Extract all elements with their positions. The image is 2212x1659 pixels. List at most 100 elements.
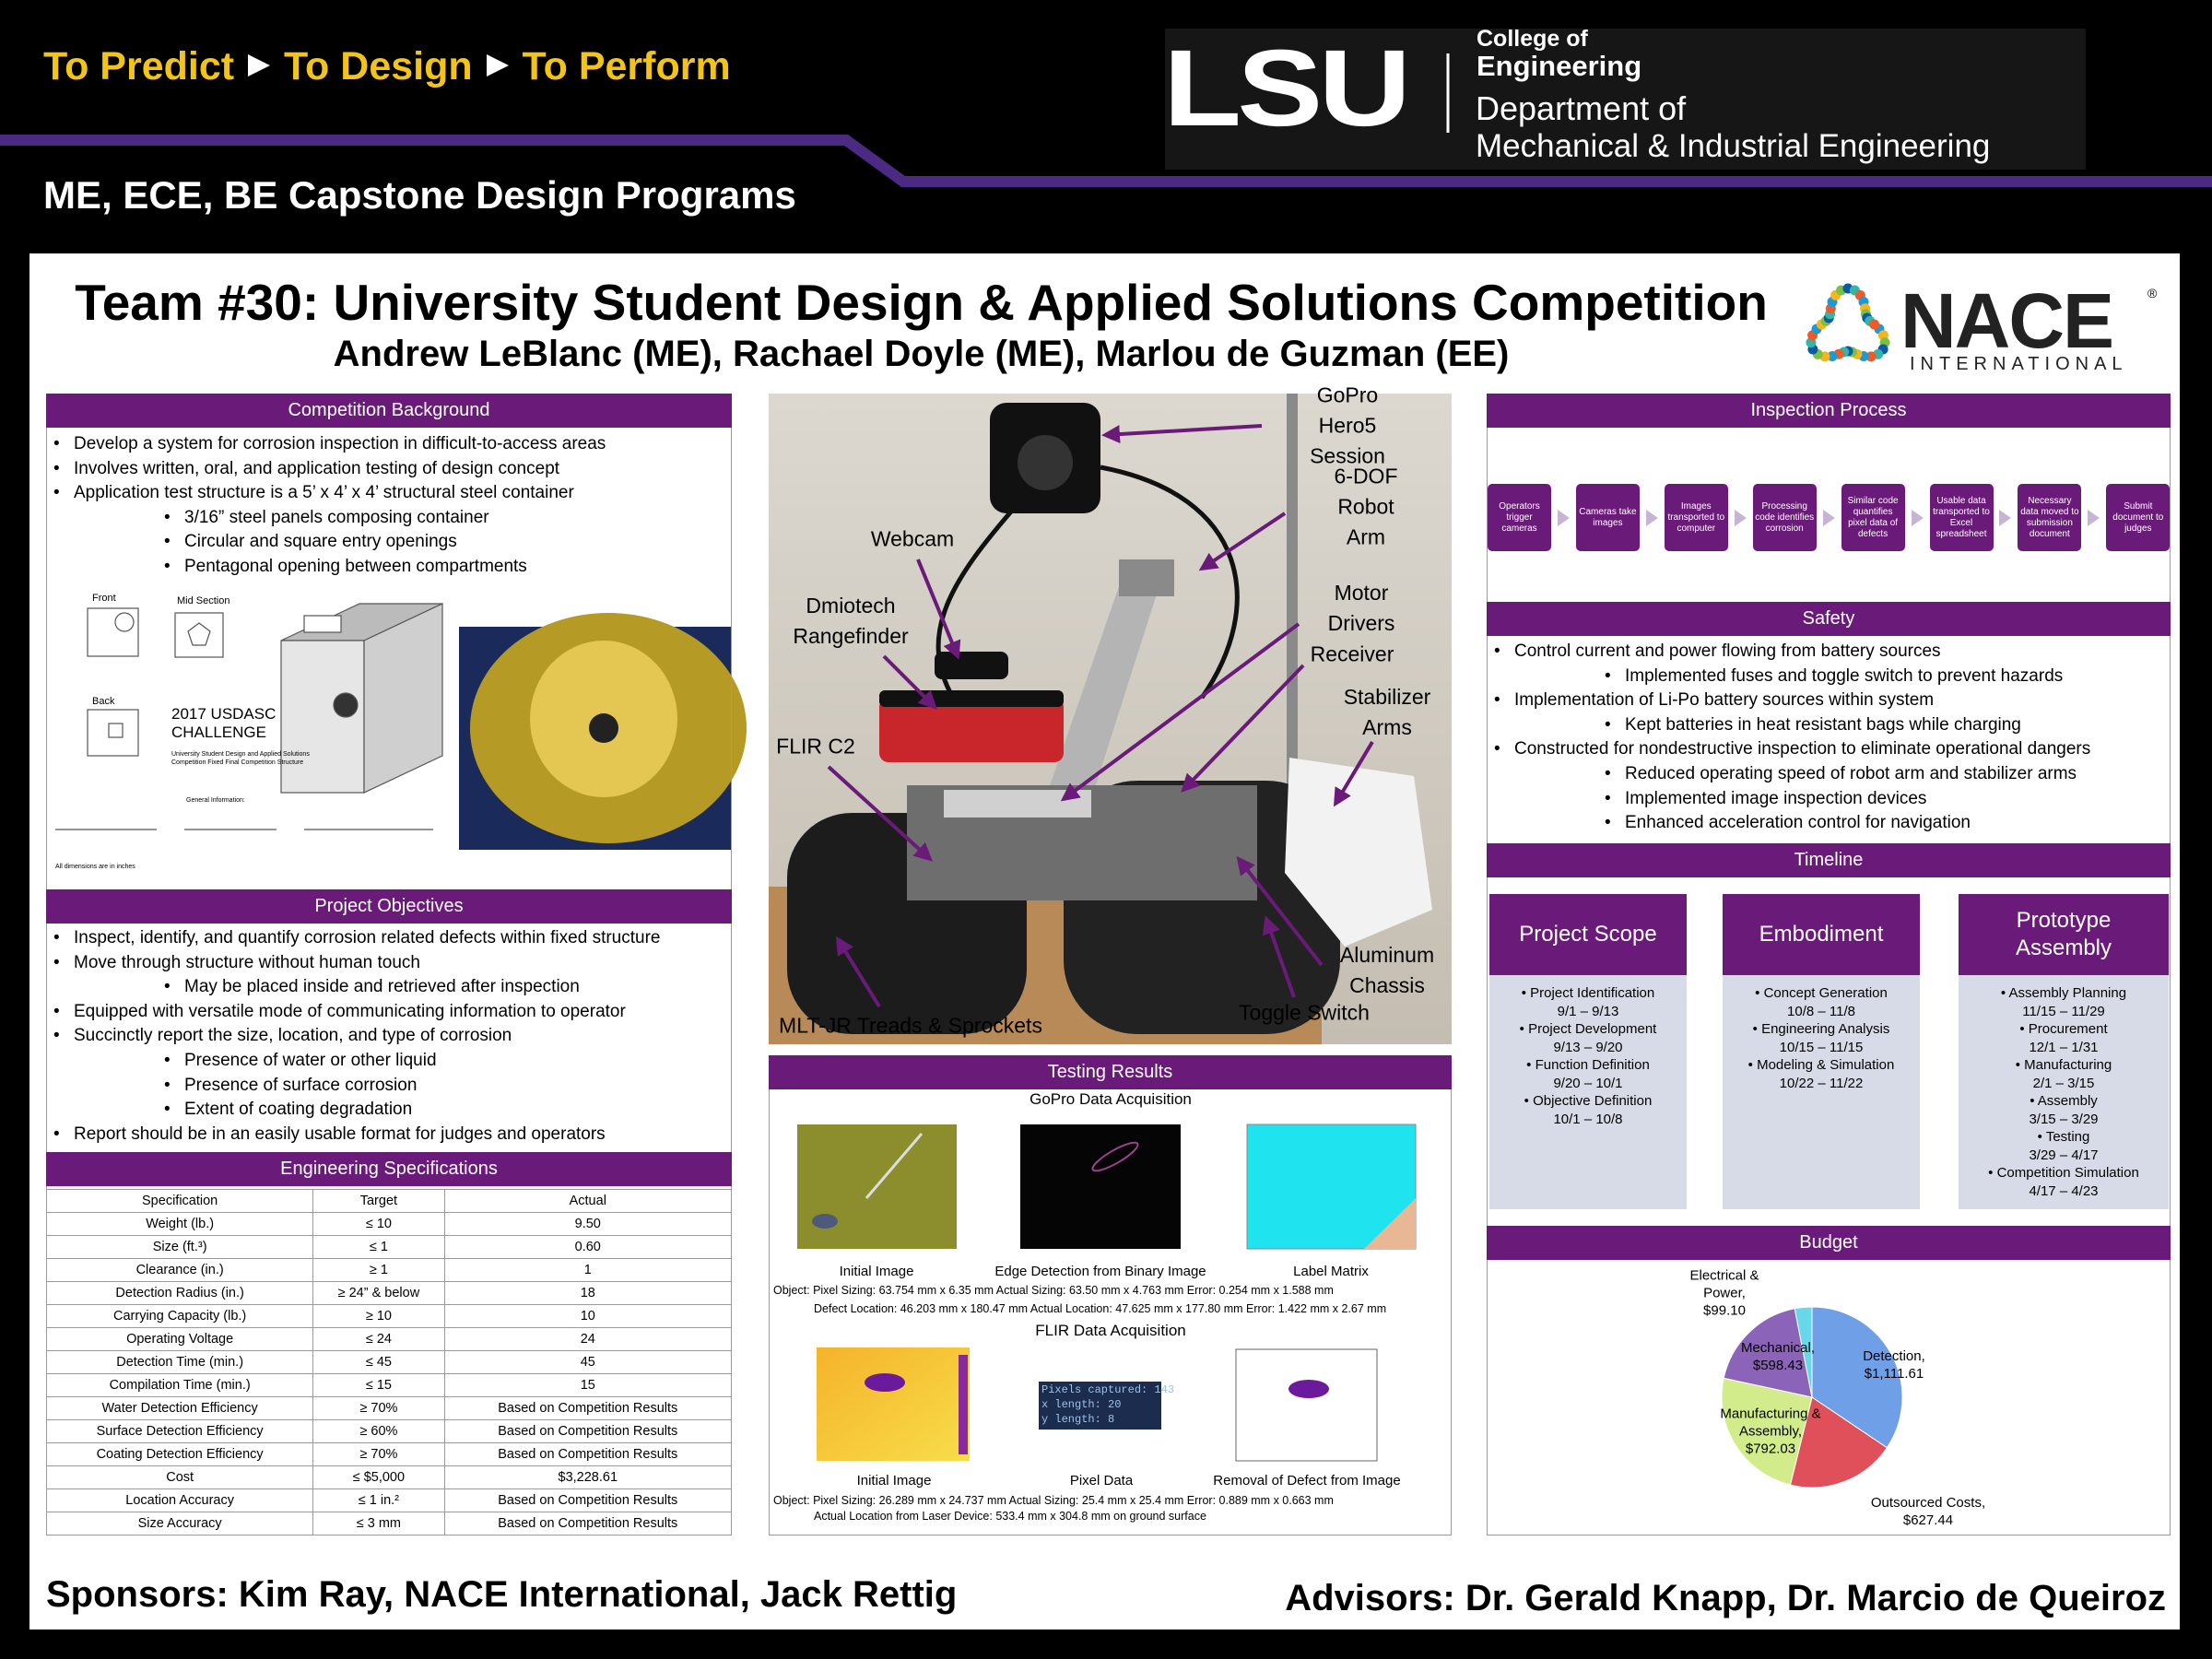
table-row: Compilation Time (min.) ≤ 15 15 [45,1373,733,1397]
table-row: Size (ft.³) ≤ 1 0.60 [45,1235,733,1259]
bullet: Move through structure without human tou… [46,951,660,976]
table-cell: Detection Time (min.) [45,1350,314,1374]
pie-label: Electrical & Power, $99.10 [1667,1267,1783,1320]
photo-label: FLIR C2 [776,734,855,759]
bullet: Inspect, identify, and quantify corrosio… [46,926,660,951]
column-header: Actual [443,1189,733,1213]
bullet: Application test structure is a 5’ x 4’ … [46,481,606,506]
container-photo [459,613,747,850]
process-step: Necessary data moved to submission docum… [2018,484,2082,551]
table-cell: ≤ 1 in.² [312,1488,445,1512]
table-cell: ≤ 10 [312,1212,445,1236]
milestone-name: Modeling & Simulation [1723,1056,1920,1075]
result-line: Actual Location from Laser Device: 533.4… [814,1510,1206,1523]
poster-title: Team #30: University Student Design & Ap… [75,274,1768,331]
table-cell: ≤ $5,000 [312,1465,445,1489]
table-cell: ≤ 1 [312,1235,445,1259]
step-arrow [2088,510,2100,526]
photo-labels: GoPro Hero5 Session 6-DOF Robot Arm Webcam… [769,383,1452,1044]
pie-slice [1721,1377,1813,1486]
robot-photo [769,394,1452,1044]
step-arrow [1911,510,1924,526]
authors: Andrew LeBlanc (ME), Rachael Doyle (ME),… [333,334,1510,374]
logo-department: Mechanical & Industrial Engineering [1476,128,1991,164]
pie-slice [1811,1306,1903,1449]
cad-caption: Competition Fixed Final Competition Stru… [171,759,303,766]
table-cell: ≥ 1 [312,1258,445,1282]
table-cell: Size (ft.³) [45,1235,314,1259]
table-cell: Operating Voltage [45,1327,314,1351]
emblem-dot [1827,350,1838,361]
step-arrow [1999,510,2012,526]
cad-label: Mid Section [177,595,229,606]
subheading: FLIR Data Acquisition [1035,1322,1186,1339]
milestone-dates: 10/8 – 11/8 [1787,1003,1855,1019]
milestone-name: Engineering Analysis [1723,1020,1920,1039]
test-images [797,1124,1417,1462]
cad-label: Front [92,593,116,604]
milestone-name: Assembly [1959,1092,2169,1111]
pie-label: Manufacturing & Assembly, $792.03 [1713,1406,1829,1458]
milestone-dates: 4/17 – 4/23 [2029,1182,2099,1199]
advisors: Advisors: Dr. Gerald Knapp, Dr. Marcio d… [1285,1578,2166,1618]
pie-label: Detection, $1,111.61 [1837,1347,1952,1382]
cad-caption: University Student Design and Applied So… [171,751,310,758]
section-heading: Timeline [1487,843,2171,877]
emblem-dot [1865,351,1877,362]
cad-title: 2017 USDASC [171,705,276,723]
milestone-dates: 12/1 – 1/31 [2029,1039,2099,1055]
milestone-name: Function Definition [1489,1056,1687,1075]
bullet: Implementation of Li-Po battery sources … [1487,688,2090,713]
budget-pie [1721,1306,1903,1488]
slice-value: $1,111.61 [1864,1366,1924,1382]
photo-label: Stabilizer Arms [1343,685,1431,739]
process-step: Submit document to judges [2106,484,2171,551]
photo-label: Toggle Switch [1239,1000,1370,1025]
table-cell: ≥ 70% [312,1442,445,1466]
lsu-mark: LSU [1163,28,1411,149]
table-row: Detection Time (min.) ≤ 45 45 [45,1350,733,1374]
section-heading: Project Objectives [46,889,732,924]
result-line: Object: Pixel Sizing: 26.289 mm x 24.737… [773,1494,1334,1507]
photo-label: Dmiotech Rangefinder [793,594,909,648]
emblem-dot [1869,319,1880,330]
spec-table: Specification Target Actual Weight (lb.) ≤ 1… [45,1189,733,1535]
logo-engineering: Engineering [1477,50,1642,82]
milestone-name: Competition Simulation [1959,1164,2169,1182]
image-caption: Label Matrix [1293,1264,1369,1279]
table-cell: Based on Competition Results [443,1488,733,1512]
sub-bullet: Presence of water or other liquid [46,1049,660,1074]
logo-department: Department of [1476,89,1687,127]
table-cell: Compilation Time (min.) [45,1373,314,1397]
program-name: ME, ECE, BE Capstone Design Programs [43,173,796,217]
cad-title: CHALLENGE [171,724,266,741]
slice-value: $627.44 [1902,1512,1954,1528]
table-cell: Weight (lb.) [45,1212,314,1236]
table-cell: 45 [443,1350,733,1374]
milestone-name: Manufacturing [1959,1056,2169,1075]
subheading: GoPro Data Acquisition [1030,1090,1192,1108]
result-line: Object: Pixel Sizing: 63.754 mm x 6.35 m… [773,1284,1334,1297]
milestone-dates: 9/20 – 10/1 [1553,1075,1623,1091]
image-caption: Edge Detection from Binary Image [994,1264,1206,1279]
milestone-name: Project Identification [1489,984,1687,1003]
bullet: Equipped with versatile mode of communic… [46,1000,660,1025]
table-cell: Clearance (in.) [45,1258,314,1282]
table-cell: ≥ 10 [312,1304,445,1328]
table-cell: Carrying Capacity (lb.) [45,1304,314,1328]
pie-slice [1794,1306,1813,1398]
image-caption: Pixel Data [1069,1473,1134,1488]
cad-drawing [46,587,449,886]
process-step: Similar code quantifies pixel data of de… [1841,484,1905,551]
table-cell: Based on Competition Results [443,1419,733,1443]
column-header: Specification [45,1189,314,1213]
table-cell: ≥ 24” & below [312,1281,445,1305]
table-cell: Cost [45,1465,314,1489]
table-cell: 18 [443,1281,733,1305]
pie-slice [1789,1396,1888,1488]
tagline-part: To Predict [43,44,235,88]
